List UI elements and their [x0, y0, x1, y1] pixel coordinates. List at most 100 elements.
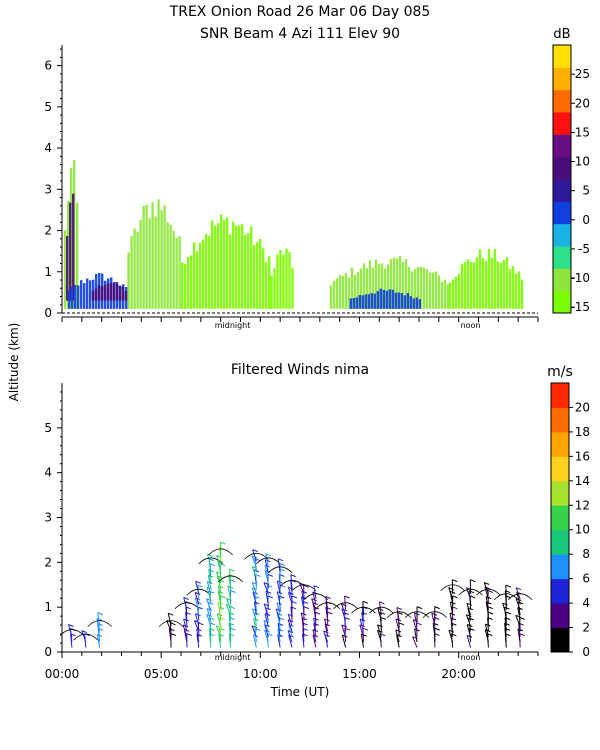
wind-barb-flag	[251, 555, 258, 559]
wind-colorbar-tick-label: 4	[582, 596, 590, 610]
wind-contour-segment	[493, 593, 519, 600]
wind-barb-staff	[185, 612, 188, 627]
wind-barb-staff	[182, 624, 188, 637]
snr-region-2-strip	[80, 280, 83, 309]
wind-barb-flag	[486, 596, 492, 600]
snr-region-5-strip	[181, 262, 184, 309]
snr-colorbar-tick-label: -15	[570, 300, 590, 314]
wind-barb-flag	[325, 596, 331, 599]
snr-region-9-strip	[472, 262, 476, 309]
wind-barb-flag	[468, 590, 475, 594]
wind-barb-staff	[395, 629, 400, 643]
wind-barb-staff	[217, 559, 222, 573]
wind-barb-staff	[300, 596, 305, 610]
snr-region-9-strip	[466, 259, 470, 309]
snr-y-tick-label: 4	[44, 141, 52, 155]
wind-barb-staff	[265, 591, 269, 605]
snr-region-5-strip	[265, 261, 268, 309]
wind-barb-flag	[230, 579, 236, 583]
snr-region-9-strip	[454, 276, 458, 309]
wind-barb-staff	[225, 604, 232, 616]
wind-barb-staff	[467, 607, 472, 621]
snr-region-7-strip	[395, 258, 399, 309]
wind-barb-flag	[218, 585, 224, 589]
snr-region-1-strip	[69, 202, 72, 301]
wind-barb-flag	[209, 622, 216, 626]
wind-barb-flag	[288, 592, 294, 595]
wind-barb-staff	[449, 612, 454, 627]
wind-barb-staff	[166, 620, 172, 632]
wind-barb-staff	[207, 575, 212, 589]
snr-region-7-strip	[359, 268, 363, 309]
wind-contour-segment	[59, 629, 85, 636]
snr-region-5-strip	[190, 255, 193, 309]
wind-barb-staff	[300, 612, 305, 627]
snr-region-5-strip	[214, 226, 217, 309]
wind-colorbar-segment	[551, 529, 569, 555]
snr-region-8-strip	[385, 290, 388, 309]
wind-barb-flag	[264, 564, 271, 568]
snr-region-2-strip	[86, 278, 89, 309]
snr-region-7-strip	[380, 263, 384, 309]
wind-barb-staff	[215, 571, 222, 584]
snr-region-4-strip	[148, 218, 151, 309]
snr-colorbar-segment	[553, 268, 571, 292]
wind-barb-staff	[466, 624, 472, 637]
snr-region-5-strip	[223, 219, 226, 309]
wind-barb-staff	[432, 623, 436, 637]
wind-barb-flag	[279, 563, 286, 567]
wind-barb-staff	[217, 602, 222, 616]
wind-barb-staff	[264, 570, 269, 584]
snr-colorbar-frame	[552, 44, 572, 314]
wind-barb-flag	[362, 627, 369, 631]
snr-region-5-strip	[250, 226, 253, 309]
wind-barb-staff	[206, 598, 212, 611]
snr-colorbar: -15 -10 -5 0 5 10 15 20 25	[552, 44, 590, 314]
wind-barb-staff	[206, 581, 212, 594]
wind-barb-staff	[504, 623, 507, 637]
snr-region-8-strip	[370, 293, 373, 309]
wind-barb-flag	[229, 568, 235, 572]
wind-barb-flag	[362, 600, 369, 604]
wind-colorbar-tick-label: 0	[582, 645, 590, 659]
wind-contour-segment	[422, 611, 448, 618]
snr-region-5-strip	[202, 239, 205, 309]
wind-barb-flag	[195, 592, 201, 595]
wind-barb-flag	[398, 622, 405, 626]
wind-contour-segment	[369, 606, 394, 614]
wind-barb-staff	[207, 554, 212, 567]
snr-region-8-strip	[388, 289, 391, 309]
wind-barb-flag	[278, 558, 284, 562]
snr-region-7-strip	[344, 273, 348, 309]
snr-region-7-strip	[428, 272, 432, 309]
snr-y-tick-label: 1	[44, 265, 52, 279]
wind-barb-staff	[288, 592, 293, 605]
wind-barb-flag	[170, 622, 176, 626]
snr-midnight-marker: midnight	[215, 321, 251, 330]
snr-region-0-strip	[76, 202, 79, 309]
wind-barb-flag	[344, 595, 350, 599]
snr-y-tick-label: 0	[44, 306, 52, 320]
wind-barb-staff	[484, 629, 489, 643]
wind-barb-staff	[324, 623, 329, 637]
wind-barb-flag	[208, 558, 215, 562]
wind-y-tick-label: 2	[44, 555, 52, 569]
wind-barb-staff	[206, 608, 212, 621]
snr-region-3-strip	[94, 288, 98, 301]
wind-barb-staff	[290, 574, 293, 589]
snr-region-7-strip	[335, 278, 339, 309]
wind-barb-staff	[341, 608, 347, 621]
snr-region-9-strip	[490, 257, 494, 309]
wind-barb-staff	[485, 596, 489, 610]
wind-barb-staff	[276, 602, 281, 616]
wind-barb-flag	[220, 541, 226, 545]
snr-region-9-strip	[460, 263, 464, 309]
snr-region-8-strip	[415, 297, 418, 309]
wind-barb-staff	[251, 555, 257, 568]
wind-barb-flag	[313, 585, 320, 589]
wind-barb-flag	[519, 616, 525, 620]
snr-region-3-strip	[91, 290, 95, 301]
snr-region-6-strip	[270, 275, 273, 309]
snr-region-4-strip	[151, 202, 154, 309]
wind-barb-staff	[277, 558, 281, 573]
